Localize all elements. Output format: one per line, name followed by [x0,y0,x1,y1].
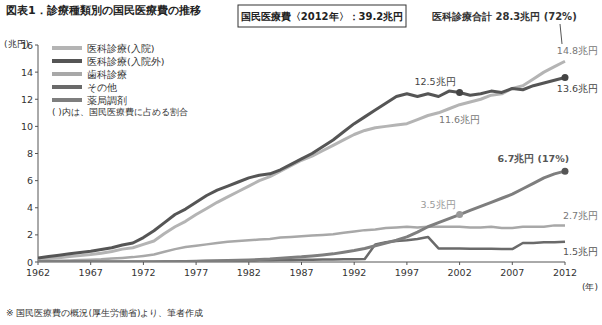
note: ( )内は、国民医療費に占める割合 [52,107,188,117]
x-tick [565,262,566,265]
y-tick-label: 16 [21,40,33,51]
subtitle: 国民医療費〈2012年〉：39.2兆円 [241,11,404,22]
x-tick [406,262,407,265]
x-tick-label: 1997 [395,267,419,278]
x-tick-label: 1962 [26,267,50,278]
x-tick-label: 1992 [342,267,366,278]
annotation: 12.5兆円 [414,76,455,87]
x-tick-label: 2012 [553,267,577,278]
chart: 図表1．診療種類別の国民医療費の推移国民医療費〈2012年〉：39.2兆円(兆円… [0,0,602,325]
annotation: 医科診療合計 28.3兆円 (72%) [432,11,577,22]
x-tick [301,262,302,265]
annotation: 2.7兆円 [563,210,598,221]
legend-swatch [52,46,82,50]
annotation: 6.7兆円 (17%) [497,153,569,164]
x-tick [248,262,249,265]
annotation-connector [560,24,562,44]
x-tick [143,262,144,265]
annotation: 1.5兆円 [563,246,598,257]
series-line [38,78,565,258]
x-tick-label: 1967 [79,267,103,278]
y-tick-label: 10 [21,121,33,132]
legend-swatch [52,98,82,102]
background [0,0,602,325]
y-tick [35,180,38,181]
legend-swatch [52,72,82,76]
y-tick-label: 4 [27,202,33,213]
annotation: 11.6兆円 [439,114,480,125]
x-tick-label: 1977 [184,267,208,278]
x-tick [38,262,39,265]
y-tick [35,207,38,208]
legend-label: 薬局調剤 [87,95,127,106]
x-tick-label: 1982 [237,267,261,278]
y-tick-label: 8 [27,148,33,159]
y-tick [35,153,38,154]
y-tick [35,234,38,235]
y-tick-label: 14 [21,67,33,78]
x-label: (年) [582,282,598,292]
annotation: 3.5兆円 [420,199,455,210]
subtitle-box [238,5,406,27]
x-tick [196,262,197,265]
x-tick-label: 1987 [289,267,313,278]
annotation: 14.8兆円 [557,45,598,56]
x-tick-label: 2002 [448,267,472,278]
series-line [38,61,565,259]
x-tick [459,262,460,265]
y-tick [35,99,38,100]
y-tick-label: 6 [27,175,33,186]
legend-label: その他 [87,82,117,93]
y-tick [35,72,38,73]
annotation-marker [456,211,463,218]
annotation: 13.6兆円 [557,83,598,94]
legend-swatch [52,59,82,63]
y-tick [35,45,38,46]
y-tick-label: 0 [27,257,33,268]
legend-label: 医科診療(入院外) [87,56,164,67]
x-tick [354,262,355,265]
title: 図表1．診療種類別の国民医療費の推移 [6,4,201,17]
x-tick [512,262,513,265]
x-tick-label: 1972 [131,267,155,278]
x-tick [90,262,91,265]
annotation-marker [562,74,569,81]
legend-swatch [52,85,82,89]
x-tick-label: 2007 [500,267,524,278]
series-line [38,171,565,262]
plot-area [38,61,565,262]
y-tick [35,126,38,127]
y-tick-label: 2 [27,229,33,240]
legend-label: 医科診療(入院) [87,43,154,54]
annotation-marker [562,168,569,175]
legend-label: 歯科診療 [87,69,127,80]
source: ※ 国民医療費の概況(厚生労働省)より、筆者作成 [6,308,203,318]
y-tick-label: 12 [21,94,33,105]
annotation-marker [456,89,463,96]
